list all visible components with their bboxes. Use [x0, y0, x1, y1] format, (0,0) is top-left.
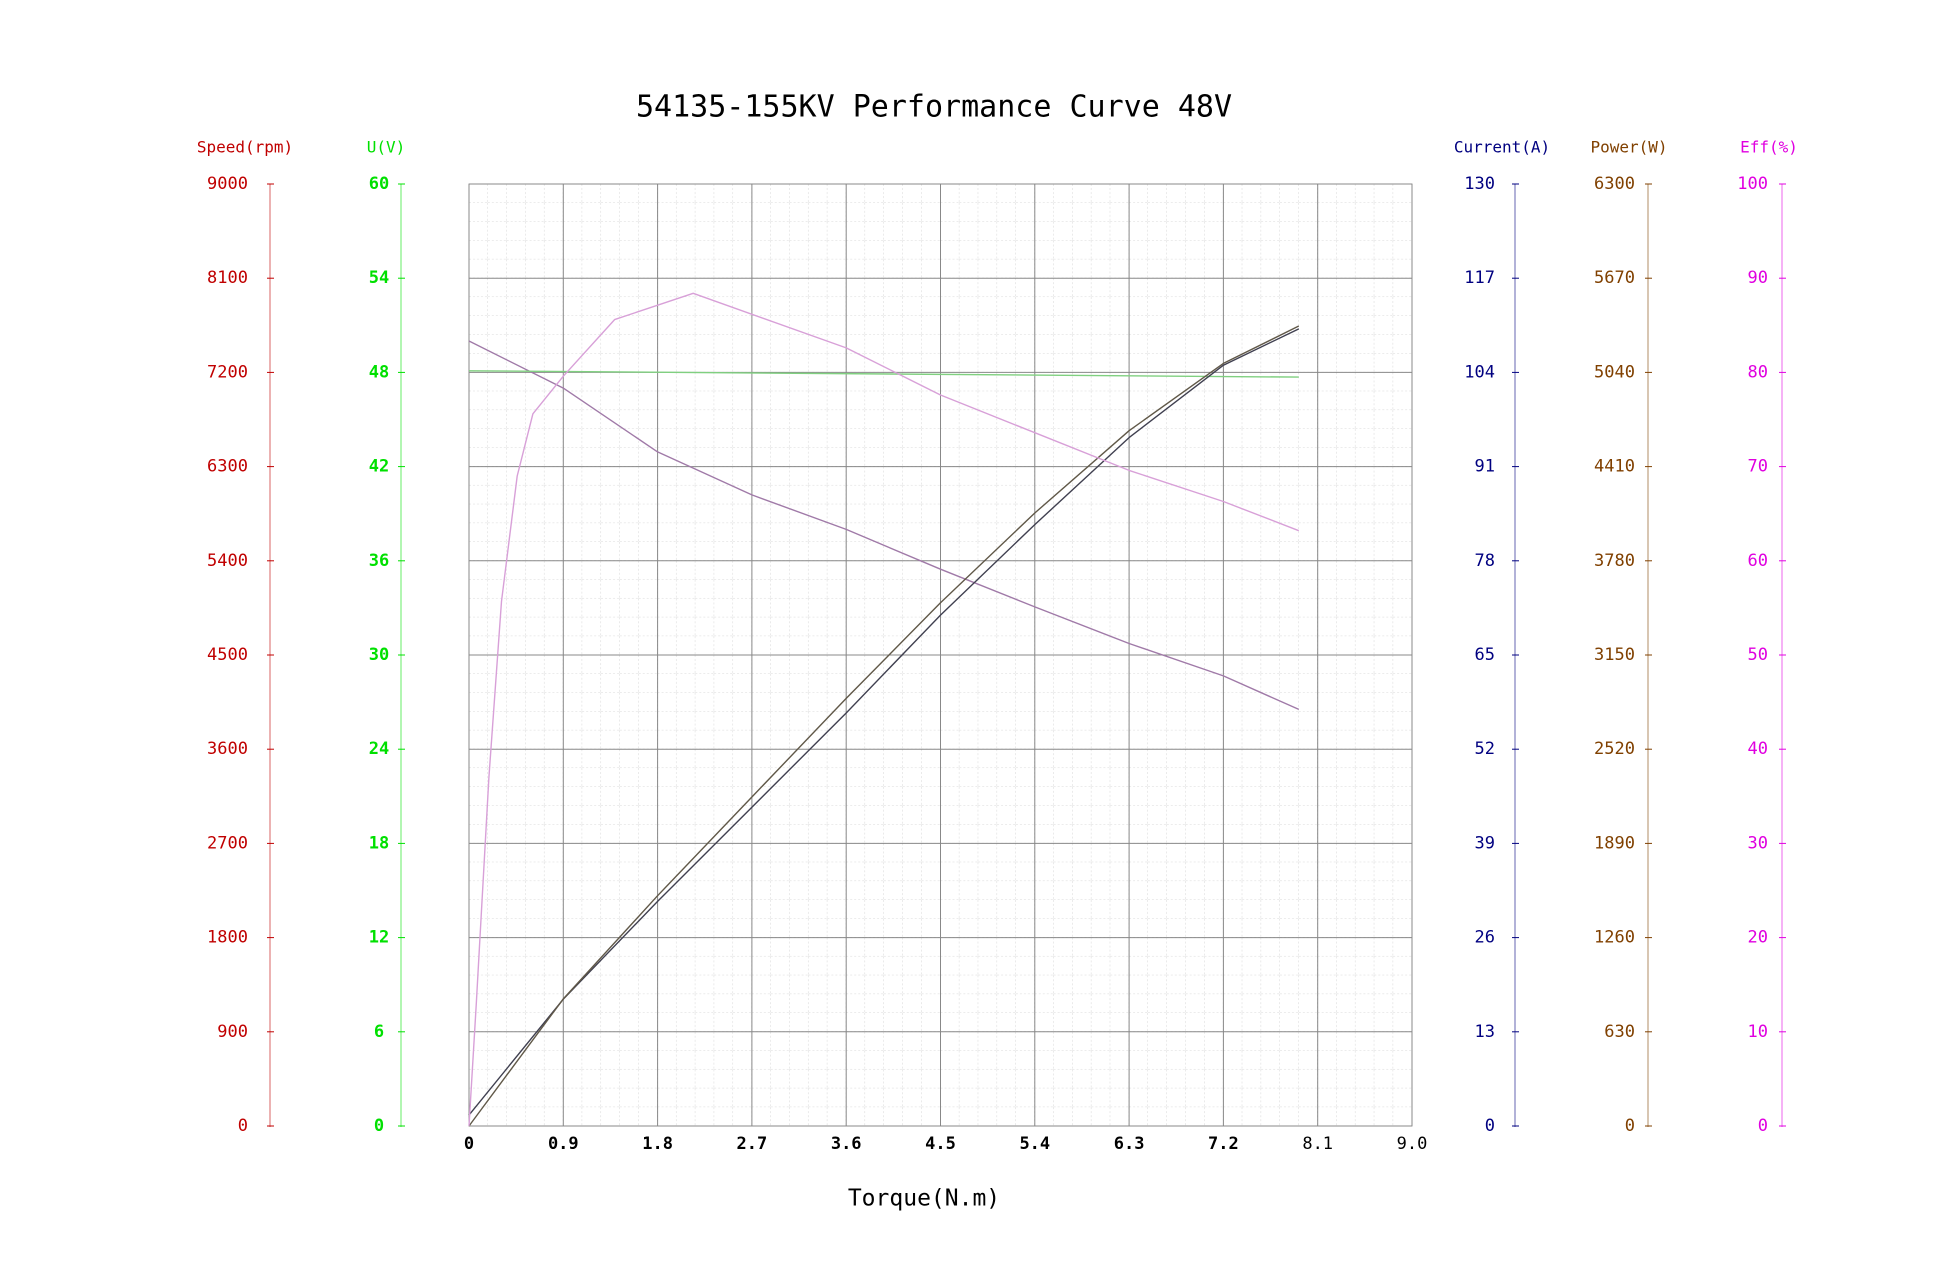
y-tick-label: 30 — [369, 645, 389, 665]
y-tick-label: 1260 — [1594, 928, 1635, 948]
y-tick-label: 7200 — [207, 362, 248, 382]
y-tick-label: 30 — [1748, 833, 1768, 853]
y-axis-title: Power(W) — [1590, 138, 1667, 157]
y-tick-label: 65 — [1475, 645, 1495, 665]
series-line — [468, 370, 1299, 378]
y-tick-label: 78 — [1475, 551, 1495, 571]
y-tick-label: 26 — [1475, 928, 1495, 948]
y-tick-label: 80 — [1748, 362, 1768, 382]
y-tick-label: 100 — [1737, 174, 1768, 194]
y-tick-label: 0 — [238, 1116, 248, 1136]
y-tick-label: 90 — [1748, 268, 1768, 288]
y-tick-label: 2520 — [1594, 739, 1635, 759]
y-tick-label: 18 — [369, 833, 389, 853]
x-tick-label: 6.3 — [1114, 1134, 1145, 1154]
y-tick-label: 54 — [369, 268, 389, 288]
x-tick-label: 0.9 — [548, 1134, 579, 1154]
y-tick-label: 40 — [1748, 739, 1768, 759]
y-tick-label: 0 — [1485, 1116, 1495, 1136]
y-axis-title: Current(A) — [1454, 138, 1550, 157]
x-tick-label: 9.0 — [1397, 1134, 1428, 1154]
y-tick-label: 12 — [369, 928, 389, 948]
y-tick-label: 91 — [1475, 457, 1495, 477]
x-tick-label: 4.5 — [925, 1134, 956, 1154]
y-tick-label: 10 — [1748, 1022, 1768, 1042]
series-line — [468, 328, 1300, 1116]
y-tick-label: 1890 — [1594, 833, 1635, 853]
y-tick-label: 5400 — [207, 551, 248, 571]
y-tick-label: 3600 — [207, 739, 248, 759]
y-tick-label: 4500 — [207, 645, 248, 665]
y-tick-label: 13 — [1475, 1022, 1495, 1042]
y-tick-label: 52 — [1475, 739, 1495, 759]
y-tick-label: 20 — [1748, 928, 1768, 948]
x-tick-label: 3.6 — [831, 1134, 862, 1154]
y-tick-label: 24 — [369, 739, 389, 759]
y-tick-label: 4410 — [1594, 457, 1635, 477]
y-tick-label: 130 — [1464, 174, 1495, 194]
y-tick-label: 0 — [1758, 1116, 1768, 1136]
y-tick-label: 70 — [1748, 457, 1768, 477]
y-axis-title: Eff(%) — [1740, 138, 1798, 157]
y-tick-label: 3150 — [1594, 645, 1635, 665]
y-tick-label: 50 — [1748, 645, 1768, 665]
x-tick-label: 7.2 — [1208, 1134, 1239, 1154]
y-tick-label: 48 — [369, 362, 389, 382]
y-tick-label: 117 — [1464, 268, 1495, 288]
y-tick-label: 5670 — [1594, 268, 1635, 288]
y-tick-label: 60 — [1748, 551, 1768, 571]
y-tick-label: 104 — [1464, 362, 1495, 382]
y-tick-label: 1800 — [207, 928, 248, 948]
series-line — [468, 340, 1300, 711]
x-tick-label: 8.1 — [1302, 1134, 1333, 1154]
x-tick-label: 2.7 — [737, 1134, 768, 1154]
y-tick-label: 60 — [369, 174, 389, 194]
chart-title: 54135-155KV Performance Curve 48V — [636, 90, 1232, 125]
x-axis-label: Torque(N.m) — [848, 1186, 1000, 1212]
y-tick-label: 2700 — [207, 833, 248, 853]
y-tick-label: 630 — [1604, 1022, 1635, 1042]
y-tick-label: 0 — [374, 1116, 384, 1136]
y-axis-title: U(V) — [367, 138, 406, 157]
y-tick-label: 3780 — [1594, 551, 1635, 571]
x-tick-label: 1.8 — [642, 1134, 673, 1154]
y-axis-title: Speed(rpm) — [197, 138, 293, 157]
y-tick-label: 39 — [1475, 833, 1495, 853]
series-line — [468, 292, 1300, 1127]
y-tick-label: 9000 — [207, 174, 248, 194]
y-tick-label: 5040 — [1594, 362, 1635, 382]
y-tick-label: 6 — [374, 1022, 384, 1042]
y-tick-label: 6300 — [1594, 174, 1635, 194]
series-line — [468, 325, 1300, 1127]
y-tick-label: 36 — [369, 551, 389, 571]
y-tick-label: 0 — [1625, 1116, 1635, 1136]
y-tick-label: 6300 — [207, 457, 248, 477]
x-tick-label: 0 — [464, 1134, 474, 1154]
y-tick-label: 900 — [217, 1022, 248, 1042]
y-tick-label: 42 — [369, 457, 389, 477]
x-tick-label: 5.4 — [1019, 1134, 1050, 1154]
y-tick-label: 8100 — [207, 268, 248, 288]
